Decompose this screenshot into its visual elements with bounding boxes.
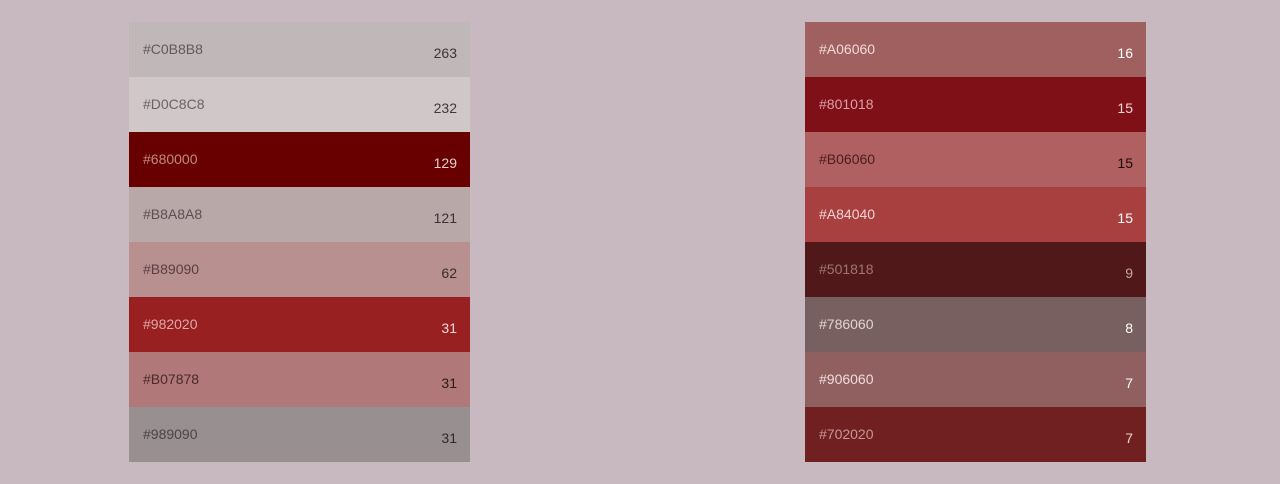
- color-swatch: #501818 9: [805, 242, 1146, 297]
- swatch-count: 121: [433, 210, 457, 226]
- color-swatch: #A84040 15: [805, 187, 1146, 242]
- color-swatch: #702020 7: [805, 407, 1146, 462]
- swatch-hex-label: #D0C8C8: [143, 96, 205, 112]
- swatch-hex-label: #C0B8B8: [143, 41, 203, 57]
- palette-right: #A06060 16 #801018 15 #B06060 15 #A84040…: [805, 22, 1146, 462]
- swatch-count: 7: [1125, 375, 1133, 391]
- swatch-count: 31: [441, 430, 457, 446]
- swatch-count: 15: [1117, 100, 1133, 116]
- color-swatch: #989090 31: [129, 407, 470, 462]
- swatch-hex-label: #A06060: [819, 41, 876, 57]
- swatch-hex-label: #982020: [143, 316, 198, 332]
- color-swatch: #786060 8: [805, 297, 1146, 352]
- color-swatch: #801018 15: [805, 77, 1146, 132]
- swatch-count: 263: [433, 45, 457, 61]
- color-swatch: #B07878 31: [129, 352, 470, 407]
- color-swatch: #680000 129: [129, 132, 470, 187]
- swatch-count: 9: [1125, 265, 1133, 281]
- swatch-hex-label: #501818: [819, 261, 874, 277]
- color-swatch: #906060 7: [805, 352, 1146, 407]
- swatch-hex-label: #B89090: [143, 261, 200, 277]
- swatch-count: 7: [1125, 430, 1133, 446]
- swatch-count: 8: [1125, 320, 1133, 336]
- color-swatch: #C0B8B8 263: [129, 22, 470, 77]
- swatch-hex-label: #B06060: [819, 151, 876, 167]
- color-swatch: #982020 31: [129, 297, 470, 352]
- swatch-hex-label: #A84040: [819, 206, 876, 222]
- color-swatch: #B89090 62: [129, 242, 470, 297]
- swatch-count: 31: [441, 375, 457, 391]
- swatch-count: 16: [1117, 45, 1133, 61]
- swatch-count: 129: [433, 155, 457, 171]
- swatch-count: 15: [1117, 155, 1133, 171]
- swatch-count: 232: [433, 100, 457, 116]
- color-swatch: #A06060 16: [805, 22, 1146, 77]
- swatch-hex-label: #786060: [819, 316, 874, 332]
- swatch-hex-label: #B07878: [143, 371, 200, 387]
- swatch-hex-label: #702020: [819, 426, 874, 442]
- color-swatch: #D0C8C8 232: [129, 77, 470, 132]
- swatch-hex-label: #989090: [143, 426, 198, 442]
- color-swatch: #B06060 15: [805, 132, 1146, 187]
- swatch-count: 31: [441, 320, 457, 336]
- swatch-hex-label: #801018: [819, 96, 874, 112]
- swatch-hex-label: #906060: [819, 371, 874, 387]
- swatch-count: 62: [441, 265, 457, 281]
- palette-left: #C0B8B8 263 #D0C8C8 232 #680000 129 #B8A…: [129, 22, 470, 462]
- swatch-count: 15: [1117, 210, 1133, 226]
- swatch-hex-label: #680000: [143, 151, 198, 167]
- color-swatch: #B8A8A8 121: [129, 187, 470, 242]
- swatch-hex-label: #B8A8A8: [143, 206, 203, 222]
